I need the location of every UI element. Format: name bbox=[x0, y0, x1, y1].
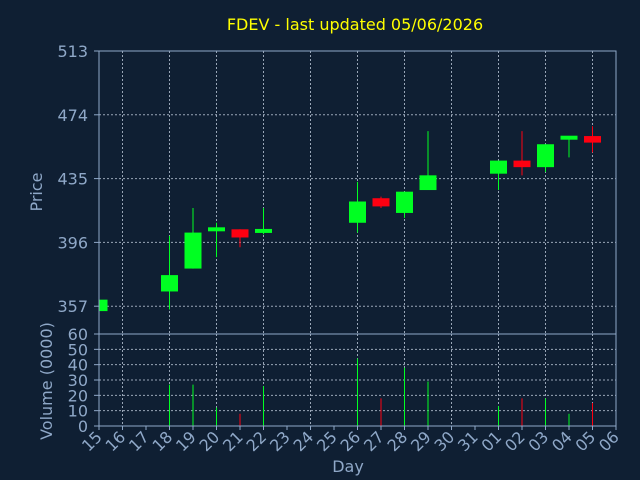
volume-tick-label: 50 bbox=[68, 340, 88, 359]
price-tick-label: 513 bbox=[57, 42, 88, 61]
candle-body bbox=[396, 191, 413, 213]
volume-tick-label: 20 bbox=[68, 386, 88, 405]
volume-tick-label: 40 bbox=[68, 356, 88, 375]
volume-tick-label: 30 bbox=[68, 371, 88, 390]
volume-bars bbox=[98, 358, 593, 426]
candle-body bbox=[419, 175, 437, 191]
day-tick-label: 06 bbox=[595, 427, 623, 455]
x-axis-label: Day bbox=[332, 457, 364, 476]
price-tick-label: 357 bbox=[57, 297, 88, 316]
chart-title: FDEV - last updated 05/06/2026 bbox=[227, 15, 483, 34]
candle-body bbox=[99, 299, 108, 312]
price-tick-label: 435 bbox=[57, 170, 88, 189]
volume-axis-label: Volume (0000) bbox=[37, 322, 56, 440]
candle-body bbox=[537, 144, 554, 168]
price-tick-label: 474 bbox=[57, 106, 88, 125]
candle-body bbox=[349, 201, 366, 223]
candle-body bbox=[490, 160, 507, 174]
candle-body bbox=[255, 228, 272, 233]
day-axis-ticks: 1516171819202122232425262728293031010203… bbox=[78, 426, 623, 455]
candle-body bbox=[372, 198, 390, 207]
candle-body bbox=[184, 232, 202, 269]
candle-body bbox=[208, 227, 225, 232]
volume-tick-label: 0 bbox=[78, 417, 88, 436]
price-tick-label: 396 bbox=[57, 233, 88, 252]
volume-tick-label: 10 bbox=[68, 402, 88, 421]
price-axis-ticks: 357 396 435 474 513 bbox=[57, 42, 99, 316]
candle-body bbox=[231, 229, 249, 238]
candle-body bbox=[161, 275, 178, 292]
candle-body bbox=[560, 135, 578, 140]
candles bbox=[98, 126, 601, 312]
candle-body bbox=[513, 160, 531, 168]
y-axis-label: Price bbox=[27, 172, 46, 211]
candle-body bbox=[584, 136, 601, 143]
volume-tick-label: 60 bbox=[68, 325, 88, 344]
